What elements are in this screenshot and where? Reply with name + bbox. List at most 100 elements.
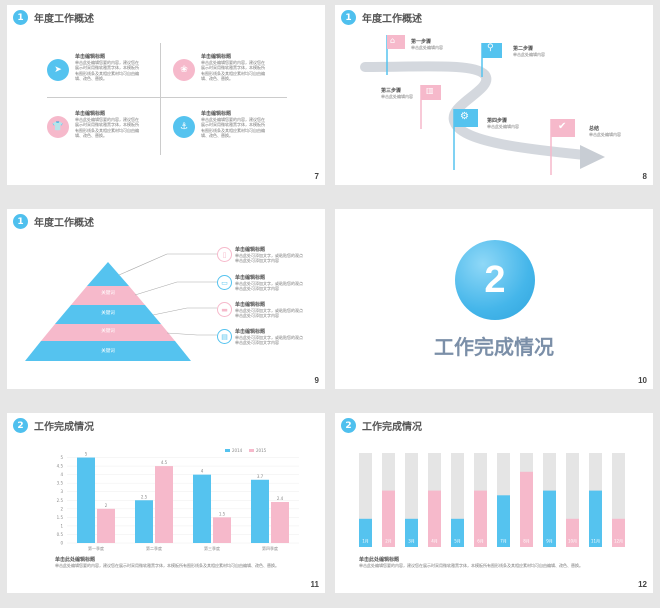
slide-header: 2 工作完成情况: [13, 418, 94, 433]
item-1: 单击编辑标题 单击此处编辑您要的内容，建议您在展示时采用微软雅黑字体，本模板所有…: [75, 53, 141, 82]
slide-title: 工作完成情况: [362, 422, 422, 433]
legend-label: 2014: [232, 448, 243, 453]
pyramid-graphic: [25, 253, 217, 361]
send-icon: ➤: [47, 59, 69, 81]
x-tick-label: 第二季度: [146, 545, 162, 551]
x-tick-label: 8月: [523, 539, 530, 544]
item-3: 单击编辑标题 单击此处可添加文字，或粘贴您的观点单击此处可添加文字内容: [235, 301, 305, 319]
y-tick-label: 4: [60, 472, 63, 477]
bar-chart-quarterly: 0 0.5 1 1.5 2 2.5 3 3.5 4 4.5 5 5 2 第一季度 2.5 4.5 第二季度 4 1.…: [57, 448, 299, 551]
slide-11[interactable]: 2 工作完成情况 0 0.5 1 1.5 2 2.5 3 3.5 4 4.5 5 5 2 第一季度 2.5 4…: [7, 413, 325, 593]
step-text: 单击此处编辑内容: [589, 132, 621, 137]
road-graphic: [360, 35, 605, 175]
step-title: 总结: [589, 126, 600, 132]
slide-7[interactable]: 1 年度工作概述 ➤ 单击编辑标题 单击此处编辑您要的内容，建议您在展示时采用微…: [7, 5, 325, 185]
y-tick-label: 5: [60, 455, 63, 460]
divider-h: [47, 97, 287, 98]
month-tag: [543, 537, 556, 545]
slide-header: 2 工作完成情况: [341, 418, 422, 433]
section-badge: 2: [13, 418, 28, 433]
item-text: 单击此处编辑您要的内容，建议您在展示时采用微软雅黑字体，本模板所有图形线条及其相…: [75, 60, 139, 82]
item-2: 单击编辑标题 单击此处可添加文字，或粘贴您的观点单击此处可添加文字内容: [235, 274, 305, 292]
slide-number: 9: [314, 376, 319, 385]
slide-header: 1 年度工作概述: [13, 214, 94, 229]
bar: [97, 508, 115, 543]
layer-label: 关键词: [101, 329, 115, 334]
slide-title: 年度工作概述: [362, 14, 422, 25]
step-text: 单击此处编辑内容: [381, 94, 413, 99]
x-tick-label: 第一季度: [88, 545, 104, 551]
step-title: 第四步骤: [487, 118, 508, 124]
home-icon: ⌂: [390, 36, 396, 45]
data-label: 2.4: [277, 496, 284, 501]
laptop-icon: ▬: [217, 302, 232, 317]
gear-icon: ⚙: [460, 111, 469, 122]
item-title: 单击编辑标题: [201, 111, 232, 117]
data-label: 2.5: [141, 494, 148, 499]
month-tag: [497, 537, 510, 545]
slide-8[interactable]: 1 年度工作概述 ⌂ ⚲ ▥ ⚙ ✔ 第一步骤 单击此处编辑内容 第二步骤 单击…: [335, 5, 653, 185]
month-tag: [451, 537, 464, 545]
month-tag: [382, 537, 395, 545]
step-text: 单击此处编辑内容: [487, 124, 519, 129]
y-tick-label: 4.5: [57, 464, 64, 469]
legend-swatch: [225, 449, 230, 452]
slide-9[interactable]: 1 年度工作概述 关键词 关键词 关键词 关键词 ▯ 单击编辑标题 单击此处可添…: [7, 209, 325, 389]
slide-number: 12: [638, 580, 647, 589]
month-tag: [589, 537, 602, 545]
y-tick-label: 0: [60, 541, 63, 546]
desc-text: 单击此处编辑您要的内容，建议您在展示时采用微软雅黑字体，本模板所有图形线条及其相…: [359, 563, 583, 568]
layer-label: 关键词: [101, 291, 115, 296]
data-label: 3.7: [257, 474, 264, 479]
item-title: 单击编辑标题: [75, 54, 106, 60]
section-title: 工作完成情况: [434, 335, 554, 359]
data-label: 1.5: [219, 511, 226, 516]
layer-label: 关键词: [101, 311, 115, 316]
slide-title: 工作完成情况: [34, 422, 94, 433]
slide-12[interactable]: 2 工作完成情况 1月 2月 3月 4月 5月 6月 7月 8月 9月 10月 11月 12月 单击此…: [335, 413, 653, 593]
desc-text: 单击此处编辑您要的内容，建议您在展示时采用微软雅黑字体，本模板所有图形线条及其相…: [55, 563, 279, 568]
item-text: 单击此处可添加文字，或粘贴您的观点单击此处可添加文字内容: [235, 281, 303, 292]
x-tick-label: 5月: [454, 539, 461, 544]
data-label: 4: [201, 469, 204, 474]
check-icon: ✔: [558, 121, 567, 132]
desc-title: 单击此处编辑标题: [359, 557, 400, 563]
bar: [497, 495, 510, 547]
item-title: 单击编辑标题: [235, 275, 266, 281]
x-tick-label: 2月: [385, 539, 392, 544]
slide-title: 年度工作概述: [34, 14, 94, 25]
bar: [155, 466, 173, 543]
data-label: 4.5: [161, 460, 168, 465]
legend-label: 2015: [256, 448, 267, 453]
y-tick-label: 1.5: [57, 515, 64, 520]
x-tick-label: 第三季度: [204, 545, 220, 551]
slide-number: 11: [310, 580, 319, 589]
x-tick-label: 6月: [477, 539, 484, 544]
bar: [271, 501, 289, 543]
x-tick-label: 12月: [614, 539, 623, 544]
month-tag: [612, 537, 625, 545]
item-4: 单击编辑标题 单击此处可添加文字，或粘贴您的观点单击此处可添加文字内容: [235, 328, 305, 346]
anchor-icon: ⚓: [173, 116, 195, 138]
item-title: 单击编辑标题: [75, 111, 106, 117]
step-title: 第一步骤: [411, 39, 432, 45]
section-badge: 1: [13, 214, 28, 229]
y-tick-label: 3.5: [57, 481, 64, 486]
chart-description: 单击此处编辑标题 单击此处编辑您要的内容，建议您在展示时采用微软雅黑字体，本模板…: [359, 556, 629, 568]
item-1: 单击编辑标题 单击此处可添加文字，或粘贴您的观点单击此处可添加文字内容: [235, 246, 305, 264]
month-tag: [520, 537, 533, 545]
divider-v: [160, 43, 161, 155]
item-3: 单击编辑标题 单击此处编辑您要的内容，建议您在展示时采用微软雅黑字体，本模板所有…: [75, 110, 141, 139]
x-tick-label: 11月: [591, 539, 600, 544]
bar: [193, 474, 211, 543]
section-badge: 1: [341, 10, 356, 25]
item-title: 单击编辑标题: [235, 247, 266, 253]
month-tag: [405, 537, 418, 545]
slide-10[interactable]: 2 工作完成情况 10: [335, 209, 653, 389]
slide-title: 年度工作概述: [34, 218, 94, 229]
bar: [251, 479, 269, 543]
step-title: 第二步骤: [513, 46, 534, 52]
slide-header: 1 年度工作概述: [341, 10, 422, 25]
bar: [382, 490, 395, 547]
shirt-icon: 👕: [47, 116, 69, 138]
